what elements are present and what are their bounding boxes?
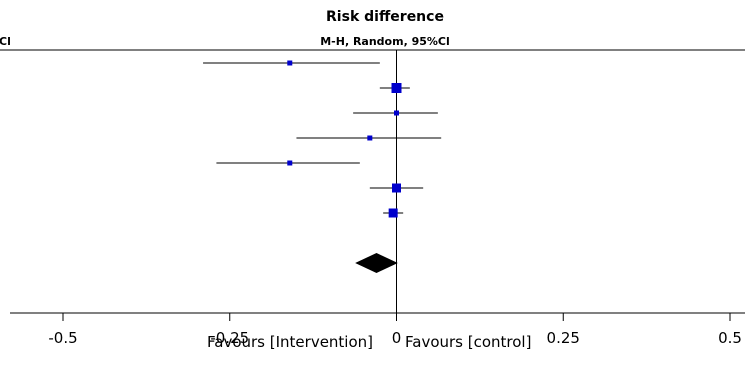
study-marks [203,50,442,313]
study-point-estimate [287,160,293,166]
chart-title: Risk difference [326,9,444,25]
study-point-estimate [391,83,402,93]
x-axis-ticks: -0.5 -0.25 0 0.25 0.5 [48,313,742,347]
study-point-estimate [388,208,398,218]
x-tick-label: -0.5 [48,329,77,347]
x-tick-label: 0 [392,329,402,347]
favours-control-label: Favours [control] [405,333,532,351]
study-point-estimate [287,60,293,66]
favours-intervention-label: Favours [Intervention] [207,333,374,351]
study-point-estimate [367,135,373,141]
left-column-label-clipped: Cl [0,35,11,48]
chart-subtitle: M-H, Random, 95%Cl [320,35,450,48]
pooled-estimate-diamond [355,253,398,273]
study-point-estimate [392,183,401,193]
x-tick-label: -0.25 [210,329,249,347]
x-tick-label: 0.5 [718,329,742,347]
x-tick-label: 0.25 [547,329,580,347]
study-point-estimate [394,110,399,116]
